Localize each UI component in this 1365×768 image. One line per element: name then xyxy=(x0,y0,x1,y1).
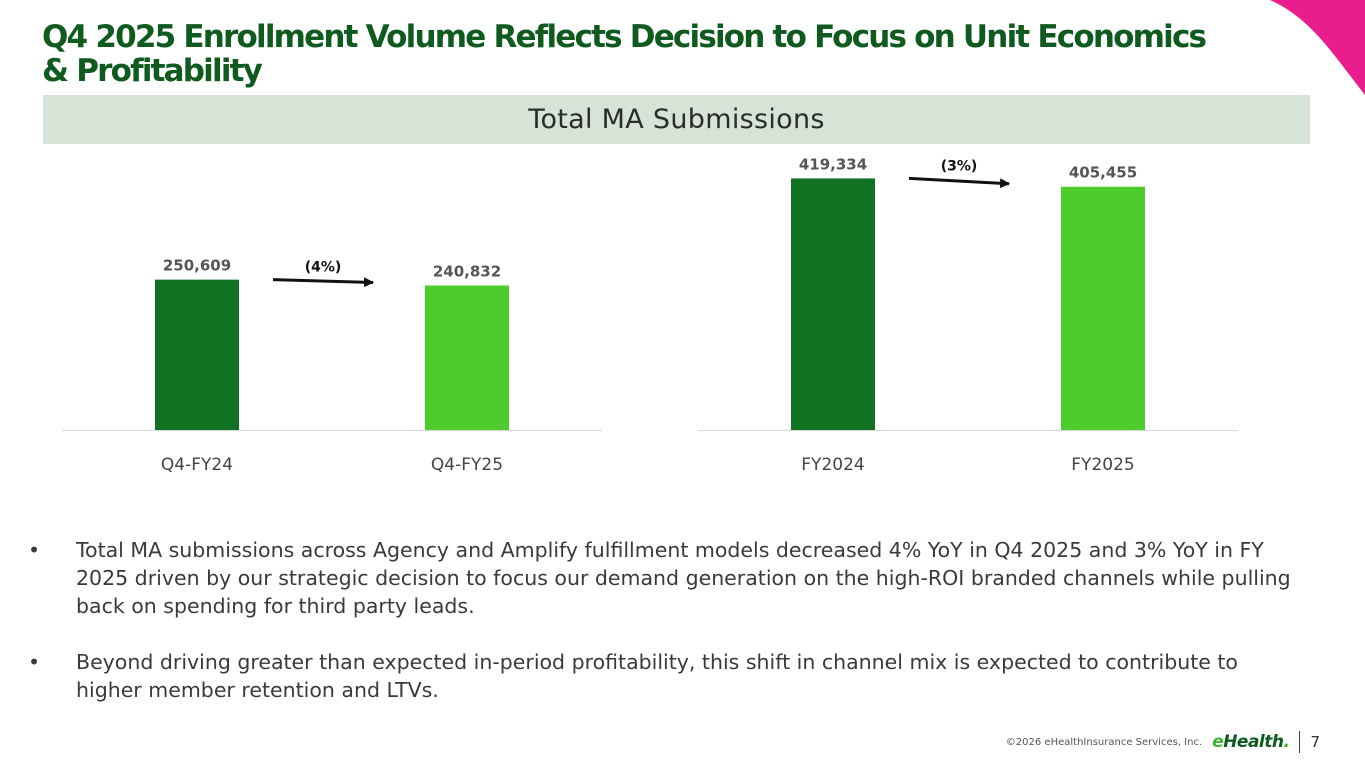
footer-divider xyxy=(1299,731,1301,753)
ehealth-logo: eHealth. xyxy=(1212,732,1290,752)
bullet-item: • Total MA submissions across Agency and… xyxy=(28,536,1298,620)
corner-accent xyxy=(1270,0,1365,95)
bar-charts: 250,609 Q4-FY24 240,832 Q4-FY25 (4%) 419,334 F… xyxy=(62,155,1238,475)
bullet-item: • Beyond driving greater than expected i… xyxy=(28,648,1298,704)
data-label: 240,832 xyxy=(433,263,501,281)
x-tick-label: FY2025 xyxy=(1071,455,1134,475)
bar-fy2025 xyxy=(1061,186,1145,430)
corner-accent-shape xyxy=(1270,0,1365,95)
bullet-list: • Total MA submissions across Agency and… xyxy=(28,536,1298,704)
copyright-text: ©2026 eHealthInsurance Services, Inc. xyxy=(1005,736,1203,748)
data-label: 405,455 xyxy=(1069,164,1137,182)
bar-fy2024 xyxy=(791,178,875,430)
logo-e: e xyxy=(1212,732,1224,752)
logo-mark: . xyxy=(1283,732,1290,752)
x-tick-label: Q4-FY24 xyxy=(161,455,233,475)
page-title: Q4 2025 Enrollment Volume Reflects Decis… xyxy=(42,19,1207,89)
bullet-text: Beyond driving greater than expected in-… xyxy=(76,650,1238,702)
change-arrow xyxy=(272,277,374,288)
bullet-icon: • xyxy=(28,650,41,674)
bar-q4-fy25 xyxy=(425,285,509,430)
page-number: 7 xyxy=(1310,733,1320,751)
logo-text: Health xyxy=(1223,732,1284,752)
change-label: (4%) xyxy=(305,260,342,276)
bullet-icon: • xyxy=(28,538,41,562)
footer: ©2026 eHealthInsurance Services, Inc. eH… xyxy=(1005,731,1320,753)
x-tick-label: FY2024 xyxy=(801,455,864,475)
change-arrow xyxy=(908,176,1010,189)
data-label: 250,609 xyxy=(163,257,231,275)
change-label: (3%) xyxy=(941,158,978,174)
x-tick-label: Q4-FY25 xyxy=(431,455,503,475)
data-label: 419,334 xyxy=(799,155,867,173)
bullet-text: Total MA submissions across Agency and A… xyxy=(76,538,1291,618)
bar-q4-fy24 xyxy=(155,279,239,430)
chart-section-header: Total MA Submissions xyxy=(43,95,1310,144)
